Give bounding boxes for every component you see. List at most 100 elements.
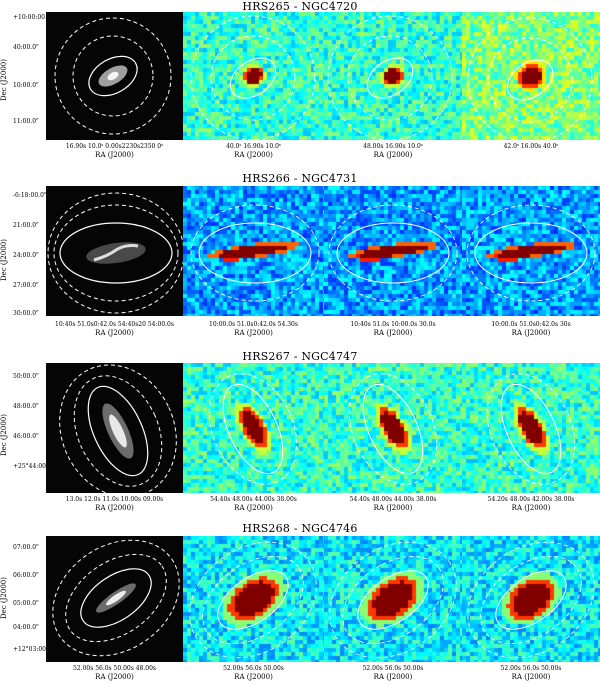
x-ticks-optical: 16.90s 10.0ˢ 0.00s2230s2350 0ˢ [65,143,164,150]
heatmap-overlay [466,204,596,302]
y-axis-label: Dec (J2000) [0,59,8,101]
panel-title: HRS267 - NGC4747 [242,350,358,363]
aperture-ellipse [80,568,152,628]
panel-row-2: HRS266 - NGC4731 Dec (J2000) -6:18:00.0"… [0,170,600,340]
y-tick: +25°44:00.0" [13,463,55,470]
galaxy-core [107,71,119,81]
x-axis-label: RA (J2000) [373,504,413,512]
optical-image [46,363,183,493]
optical-overlay [47,192,183,314]
heatmap-overlay [329,541,457,659]
y-tick: -6:18:00.0" [13,192,47,199]
x-ticks-optical: 13.0s 12.0s 11.0s 10.00s 09.00s [65,496,164,503]
heatmap-band-2 [324,363,462,493]
x-ticks-band-3: 10:00.0s 51.0s0:42.0s 30s [491,321,571,328]
y-tick: 24:00.0" [13,252,39,259]
aperture-ellipse [59,222,173,284]
x-axis-label: RA (J2000) [511,504,551,512]
background-annulus-outer [54,17,172,135]
heatmap-band-2 [324,536,462,662]
x-axis-label: RA (J2000) [95,673,134,681]
panel-row-1: HRS265 - NGC4720 Dec (J2000) +10:00:00.0… [0,0,600,170]
y-tick: 04:00.0" [13,624,39,631]
x-axis-label: RA (J2000) [373,151,413,159]
heatmap-overlay [190,204,320,302]
heatmap-band-1 [183,536,324,662]
aperture-ellipse [88,55,138,97]
heatmap-band-1 [183,363,324,493]
x-axis-label: RA (J2000) [511,673,551,681]
panel-title: HRS265 - NGC4720 [242,0,358,13]
x-ticks-band-1: 40.0ˢ 16.90s 10.0ˢ [226,143,281,150]
x-ticks-optical: 52.00s 56.0s 50.00s 48.00s [73,665,156,672]
x-axis-label: RA (J2000) [234,504,273,512]
x-ticks-band-1: 52.00s 56.0s 50.00s [223,665,284,672]
y-tick: 05:00.0" [13,600,39,607]
panel-row-3: HRS267 - NGC4747 Dec (J2000) 50:00.0" 48… [0,345,600,520]
heatmap-band-3 [462,186,600,316]
heatmap-band-2 [324,12,462,140]
optical-overlay [54,17,172,135]
x-ticks-band-3: 54.20s 48.00s 42.00s 38.00s [487,496,575,503]
aperture-ellipse [87,385,149,477]
panel-title: HRS266 - NGC4731 [242,172,358,185]
heatmap-overlay [327,15,453,140]
x-ticks-band-2: 48.00s 16.90s 10.0ˢ [363,143,423,150]
x-axis-label: RA (J2000) [234,151,273,159]
galaxy-core [106,590,126,606]
background-annulus-outer [47,192,183,314]
x-ticks-band-2: 52.00s 56.0s 50.00s [362,665,424,672]
galaxy-glow [86,242,146,264]
heatmap-band-1 [183,12,324,140]
y-tick: 50:00.0" [13,373,39,380]
x-axis-label: RA (J2000) [373,673,413,681]
x-axis-label: RA (J2000) [234,329,273,337]
panel-row-4: HRS268 - NGC4746 Dec (J2000) 07:00.0" 06… [0,518,600,685]
y-tick: +12°03:00.0" [13,646,55,653]
y-tick: 11:00.0" [13,118,39,125]
y-tick: 48:00.0" [13,403,39,410]
heatmap-overlay [189,541,317,659]
heatmap-overlay [328,204,458,302]
x-ticks-band-2: 10:40s 51.0s 10:00.0s 30.0s [350,321,436,328]
x-axis-label: RA (J2000) [95,329,134,337]
heatmap-overlay [467,541,595,659]
heatmap-band-3 [462,536,600,662]
y-tick: 46:00.0" [13,433,39,440]
heatmap-overlay [348,373,438,485]
optical-image [46,12,183,140]
y-tick: 06:00.0" [13,572,39,579]
y-axis-label: Dec (J2000) [0,239,8,281]
heatmap-band-3 [462,363,600,493]
optical-overlay [52,539,180,657]
panel-title: HRS268 - NGC4746 [242,522,358,535]
heatmap-overlay [190,15,316,140]
y-tick: 30:00.0" [13,310,39,317]
optical-image [46,536,183,662]
x-axis-label: RA (J2000) [95,151,134,159]
background-annulus-inner [53,204,179,302]
y-tick: 07:00.0" [13,544,39,551]
y-axis-label: Dec (J2000) [0,414,8,456]
x-ticks-band-1: 10:00.0s 51.0s0:42.0s 54.30s [209,321,298,328]
heatmap-overlay [208,373,298,485]
y-tick: +10:00:00.0" [13,14,54,21]
optical-overlay [59,364,177,493]
x-ticks-optical: 10:40s 51.0s0:42.0s 54:40s20 54:00.0s [55,321,174,328]
heatmap-band-3 [462,12,600,140]
x-ticks-band-2: 54.40s 48.00s 44.00s 38.00s [349,496,437,503]
x-ticks-band-3: 42.0ˢ 16.00s 40.0ˢ [503,143,559,150]
x-axis-label: RA (J2000) [234,673,273,681]
background-annulus-outer [52,539,180,657]
background-annulus-inner [72,35,154,117]
heatmap-overlay [467,17,593,140]
background-annulus-inner [73,375,163,487]
galaxy-core [109,414,127,448]
galaxy-arm [93,244,139,262]
x-axis-label: RA (J2000) [511,329,551,337]
y-tick: 40:00.0" [13,44,39,51]
y-axis-label: Dec (J2000) [0,577,8,619]
x-axis-label: RA (J2000) [373,329,413,337]
heatmap-band-1 [183,186,324,316]
y-tick: 21:00.0" [13,222,39,229]
